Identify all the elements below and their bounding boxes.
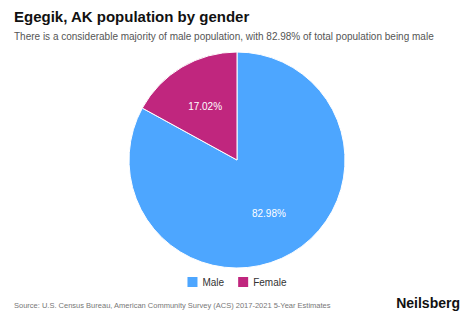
data-label: 17.02% xyxy=(188,101,222,112)
data-labels: 82.98% 17.02% xyxy=(188,101,286,220)
title: Egegik, AK population by gender xyxy=(14,8,249,25)
legend-label: Female xyxy=(253,277,287,288)
legend-swatch xyxy=(187,277,197,287)
chart: Egegik, AK population by gender There is … xyxy=(0,0,474,316)
pie xyxy=(129,52,345,268)
source-note: Source: U.S. Census Bureau, American Com… xyxy=(14,301,331,310)
legend-label: Male xyxy=(202,277,224,288)
legend-item: Female xyxy=(238,277,287,288)
subtitle-line: There is a considerable majority of male… xyxy=(14,31,434,42)
legend: Male Female xyxy=(187,277,286,288)
legend-item: Male xyxy=(187,277,224,288)
subtitle: There is a considerable majority of male… xyxy=(14,31,434,42)
brand: Neilsberg xyxy=(396,295,460,311)
data-label: 82.98% xyxy=(252,208,286,219)
pie-slice xyxy=(142,52,237,160)
pie-slice xyxy=(129,52,345,268)
legend-swatch xyxy=(238,277,248,287)
